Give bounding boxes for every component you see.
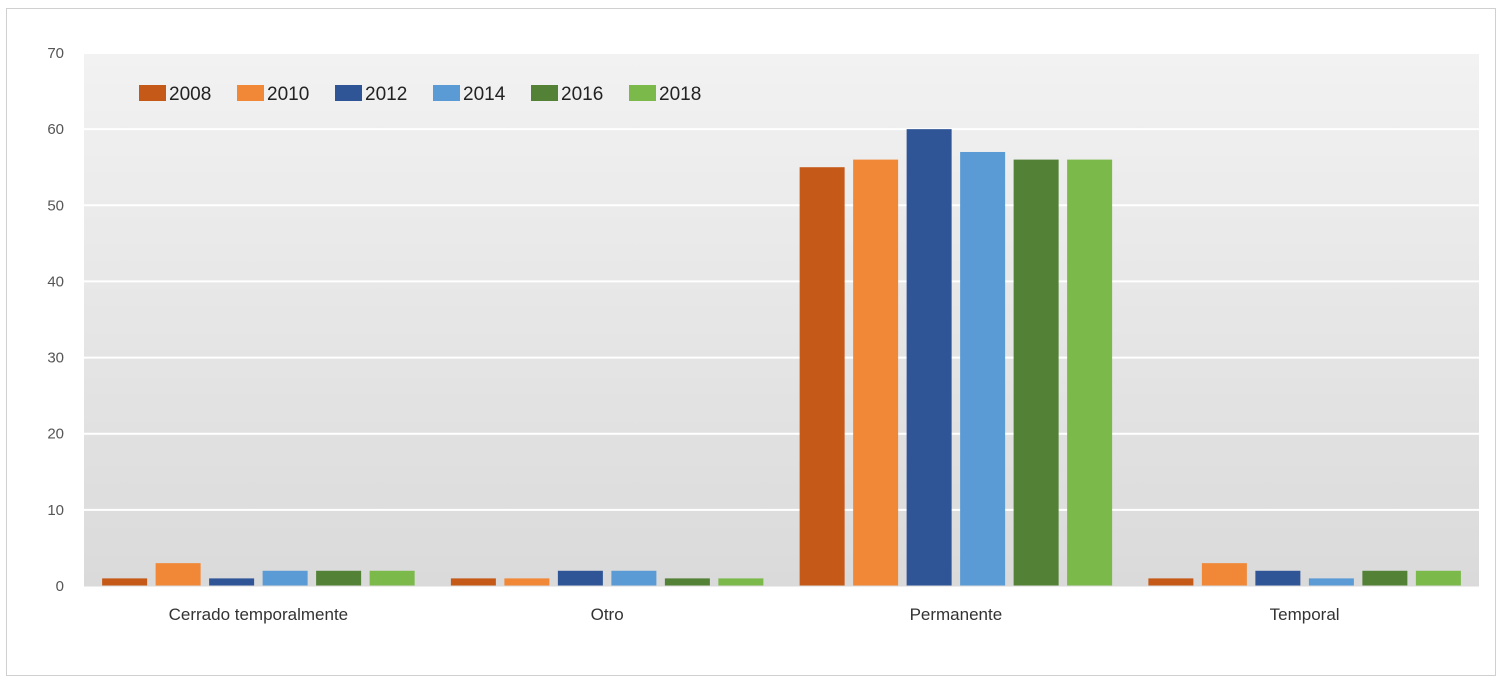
bar-2010-3 — [853, 159, 899, 586]
bar-2010-2 — [504, 578, 550, 586]
bar-2014-3 — [960, 151, 1006, 586]
bar-2016-2 — [664, 578, 710, 586]
bar-2018-4 — [1415, 570, 1461, 586]
plot-area — [84, 53, 1479, 586]
bar-2012-2 — [557, 570, 603, 586]
category-label: Otro — [591, 605, 624, 624]
bar-2012-1 — [209, 578, 255, 586]
y-tick-label: 30 — [47, 350, 64, 367]
y-tick-label: 20 — [47, 426, 64, 443]
legend-label-2008: 2008 — [169, 84, 211, 105]
bar-2018-2 — [718, 578, 764, 586]
bar-2016-4 — [1362, 570, 1408, 586]
bar-2012-4 — [1255, 570, 1301, 586]
bar-2008-1 — [102, 578, 148, 586]
y-tick-label: 50 — [47, 197, 64, 214]
bars — [102, 129, 1461, 586]
legend-swatch-2008 — [139, 85, 166, 101]
legend-label-2018: 2018 — [659, 84, 701, 105]
legend-swatch-2010 — [237, 85, 264, 101]
bar-2016-1 — [316, 570, 362, 586]
category-label: Permanente — [910, 605, 1003, 624]
bar-2018-1 — [369, 570, 415, 586]
bar-2014-2 — [611, 570, 657, 586]
y-tick-label: 60 — [47, 121, 64, 138]
bar-2012-3 — [906, 129, 952, 586]
legend-swatch-2014 — [433, 85, 460, 101]
legend-swatch-2012 — [335, 85, 362, 101]
bar-2010-4 — [1201, 563, 1247, 586]
legend-swatch-2016 — [531, 85, 558, 101]
legend-label-2014: 2014 — [463, 84, 506, 105]
legend-label-2016: 2016 — [561, 84, 603, 105]
bar-2016-3 — [1013, 159, 1059, 586]
bar-2010-1 — [155, 563, 201, 586]
legend-swatch-2018 — [629, 85, 656, 101]
x-axis-categories: Cerrado temporalmente Otro Permanente Tempo… — [169, 605, 1340, 624]
bar-2008-2 — [450, 578, 496, 586]
bar-2014-4 — [1308, 578, 1354, 586]
bar-2018-3 — [1067, 159, 1113, 586]
legend: 2008 2010 2012 2014 2016 2018 — [139, 84, 701, 105]
bar-2008-4 — [1148, 578, 1194, 586]
y-tick-label: 70 — [47, 45, 64, 62]
bar-2008-3 — [799, 167, 845, 586]
y-tick-label: 10 — [47, 502, 64, 519]
y-axis-ticks: 0 10 20 30 40 50 60 70 — [47, 45, 64, 595]
bar-2014-1 — [262, 570, 308, 586]
legend-label-2012: 2012 — [365, 84, 407, 105]
legend-label-2010: 2010 — [267, 84, 309, 105]
gridlines — [84, 52, 1479, 511]
y-tick-label: 40 — [47, 273, 64, 290]
category-label: Cerrado temporalmente — [169, 605, 349, 624]
y-tick-label: 0 — [56, 578, 64, 595]
category-label: Temporal — [1270, 605, 1340, 624]
